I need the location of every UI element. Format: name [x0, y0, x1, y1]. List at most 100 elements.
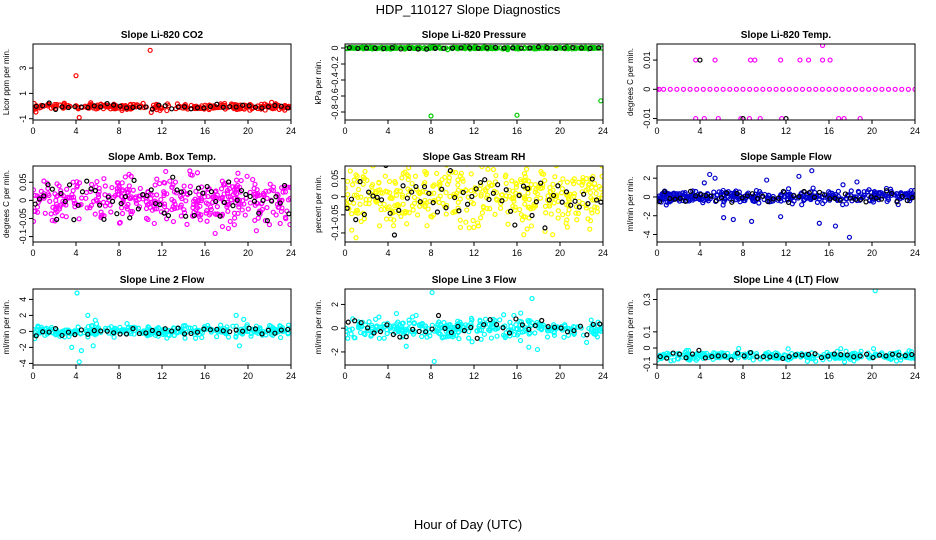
data-point [128, 208, 134, 215]
x-tick-label: 16 [824, 126, 834, 136]
data-point [874, 352, 880, 358]
data-point [490, 166, 497, 173]
y-tick-label: 0 [642, 87, 652, 92]
y-tick-label: 0 [330, 326, 340, 331]
data-point [187, 168, 193, 174]
data-point [396, 203, 402, 209]
x-tick-label: 4 [73, 371, 78, 381]
data-point [470, 201, 477, 207]
data-point [233, 186, 239, 192]
data-point [345, 191, 351, 198]
reference-point [143, 104, 149, 110]
x-tick-label: 12 [469, 248, 479, 258]
data-point [511, 332, 517, 338]
data-point [489, 321, 495, 327]
reference-point [40, 329, 46, 335]
reference-point [578, 45, 585, 51]
data-point [527, 318, 533, 324]
reference-point [708, 193, 714, 199]
data-point [119, 205, 125, 211]
data-point [553, 193, 559, 200]
data-point [587, 226, 593, 232]
outlier-point [701, 180, 707, 186]
data-point [251, 191, 257, 197]
reference-point [555, 183, 561, 189]
data-point [366, 319, 372, 325]
reference-point [178, 189, 184, 195]
data-point [178, 213, 184, 219]
reference-point [909, 351, 915, 358]
reference-point [482, 177, 488, 183]
data-point [542, 203, 548, 209]
data-point [538, 168, 544, 175]
x-tick-label: 24 [910, 126, 920, 136]
reference-point [486, 196, 492, 203]
reference-point [264, 218, 270, 224]
data-point [225, 225, 232, 232]
data-point [455, 177, 461, 183]
chart-panel-7: Slope Line 2 Flow ml/min per min. 0 4 8 12 16 2… [2, 275, 296, 381]
data-point [882, 193, 889, 199]
data-point [660, 195, 667, 201]
data-point [360, 174, 366, 180]
data-point [565, 326, 571, 332]
reference-point [416, 328, 422, 335]
x-tick-label: 20 [243, 126, 253, 136]
reference-point [162, 103, 168, 109]
reference-point [767, 354, 773, 360]
reference-point [477, 179, 484, 186]
reference-point [252, 326, 259, 332]
x-tick-label: 16 [512, 371, 522, 381]
reference-point [370, 193, 376, 199]
reference-point [181, 331, 188, 337]
data-point [566, 207, 572, 213]
data-point [236, 204, 242, 210]
x-tick-label: 4 [697, 371, 702, 381]
data-point [355, 186, 362, 193]
data-point [125, 325, 131, 331]
data-point [52, 101, 58, 108]
data-point [404, 221, 410, 227]
data-point [494, 325, 500, 331]
outlier-point [233, 312, 239, 318]
outlier-point [598, 98, 603, 104]
data-point [196, 213, 202, 219]
y-axis-label: degrees C per min. [2, 170, 11, 238]
data-point [773, 86, 779, 92]
outlier-point [707, 171, 713, 178]
data-point [167, 178, 173, 184]
reference-point [183, 213, 189, 219]
data-point [733, 188, 739, 194]
data-point [518, 310, 524, 316]
data-point [456, 336, 462, 342]
reference-point [374, 194, 380, 200]
data-point [119, 180, 125, 186]
data-point [278, 208, 285, 215]
reference-point [520, 183, 527, 189]
reference-point [92, 188, 98, 194]
data-point [70, 179, 76, 185]
data-point [443, 189, 449, 196]
reference-point [847, 195, 854, 201]
reference-point [687, 188, 694, 194]
outlier-point [431, 358, 437, 365]
data-point [564, 192, 571, 198]
data-point [899, 86, 905, 92]
data-point [155, 325, 162, 331]
reference-point [430, 200, 436, 206]
reference-point [381, 45, 387, 52]
data-point [517, 337, 524, 344]
reference-point [703, 192, 709, 199]
reference-point [539, 317, 545, 324]
outlier-point [809, 168, 815, 174]
x-tick-label: 16 [200, 371, 210, 381]
data-point [523, 177, 529, 184]
data-point [737, 199, 743, 205]
reference-point [366, 189, 372, 195]
plot-points [33, 47, 291, 120]
data-point [564, 179, 570, 185]
plot-frame [656, 43, 916, 121]
reference-point [345, 319, 351, 325]
reference-point [765, 198, 771, 205]
reference-point [410, 326, 416, 332]
